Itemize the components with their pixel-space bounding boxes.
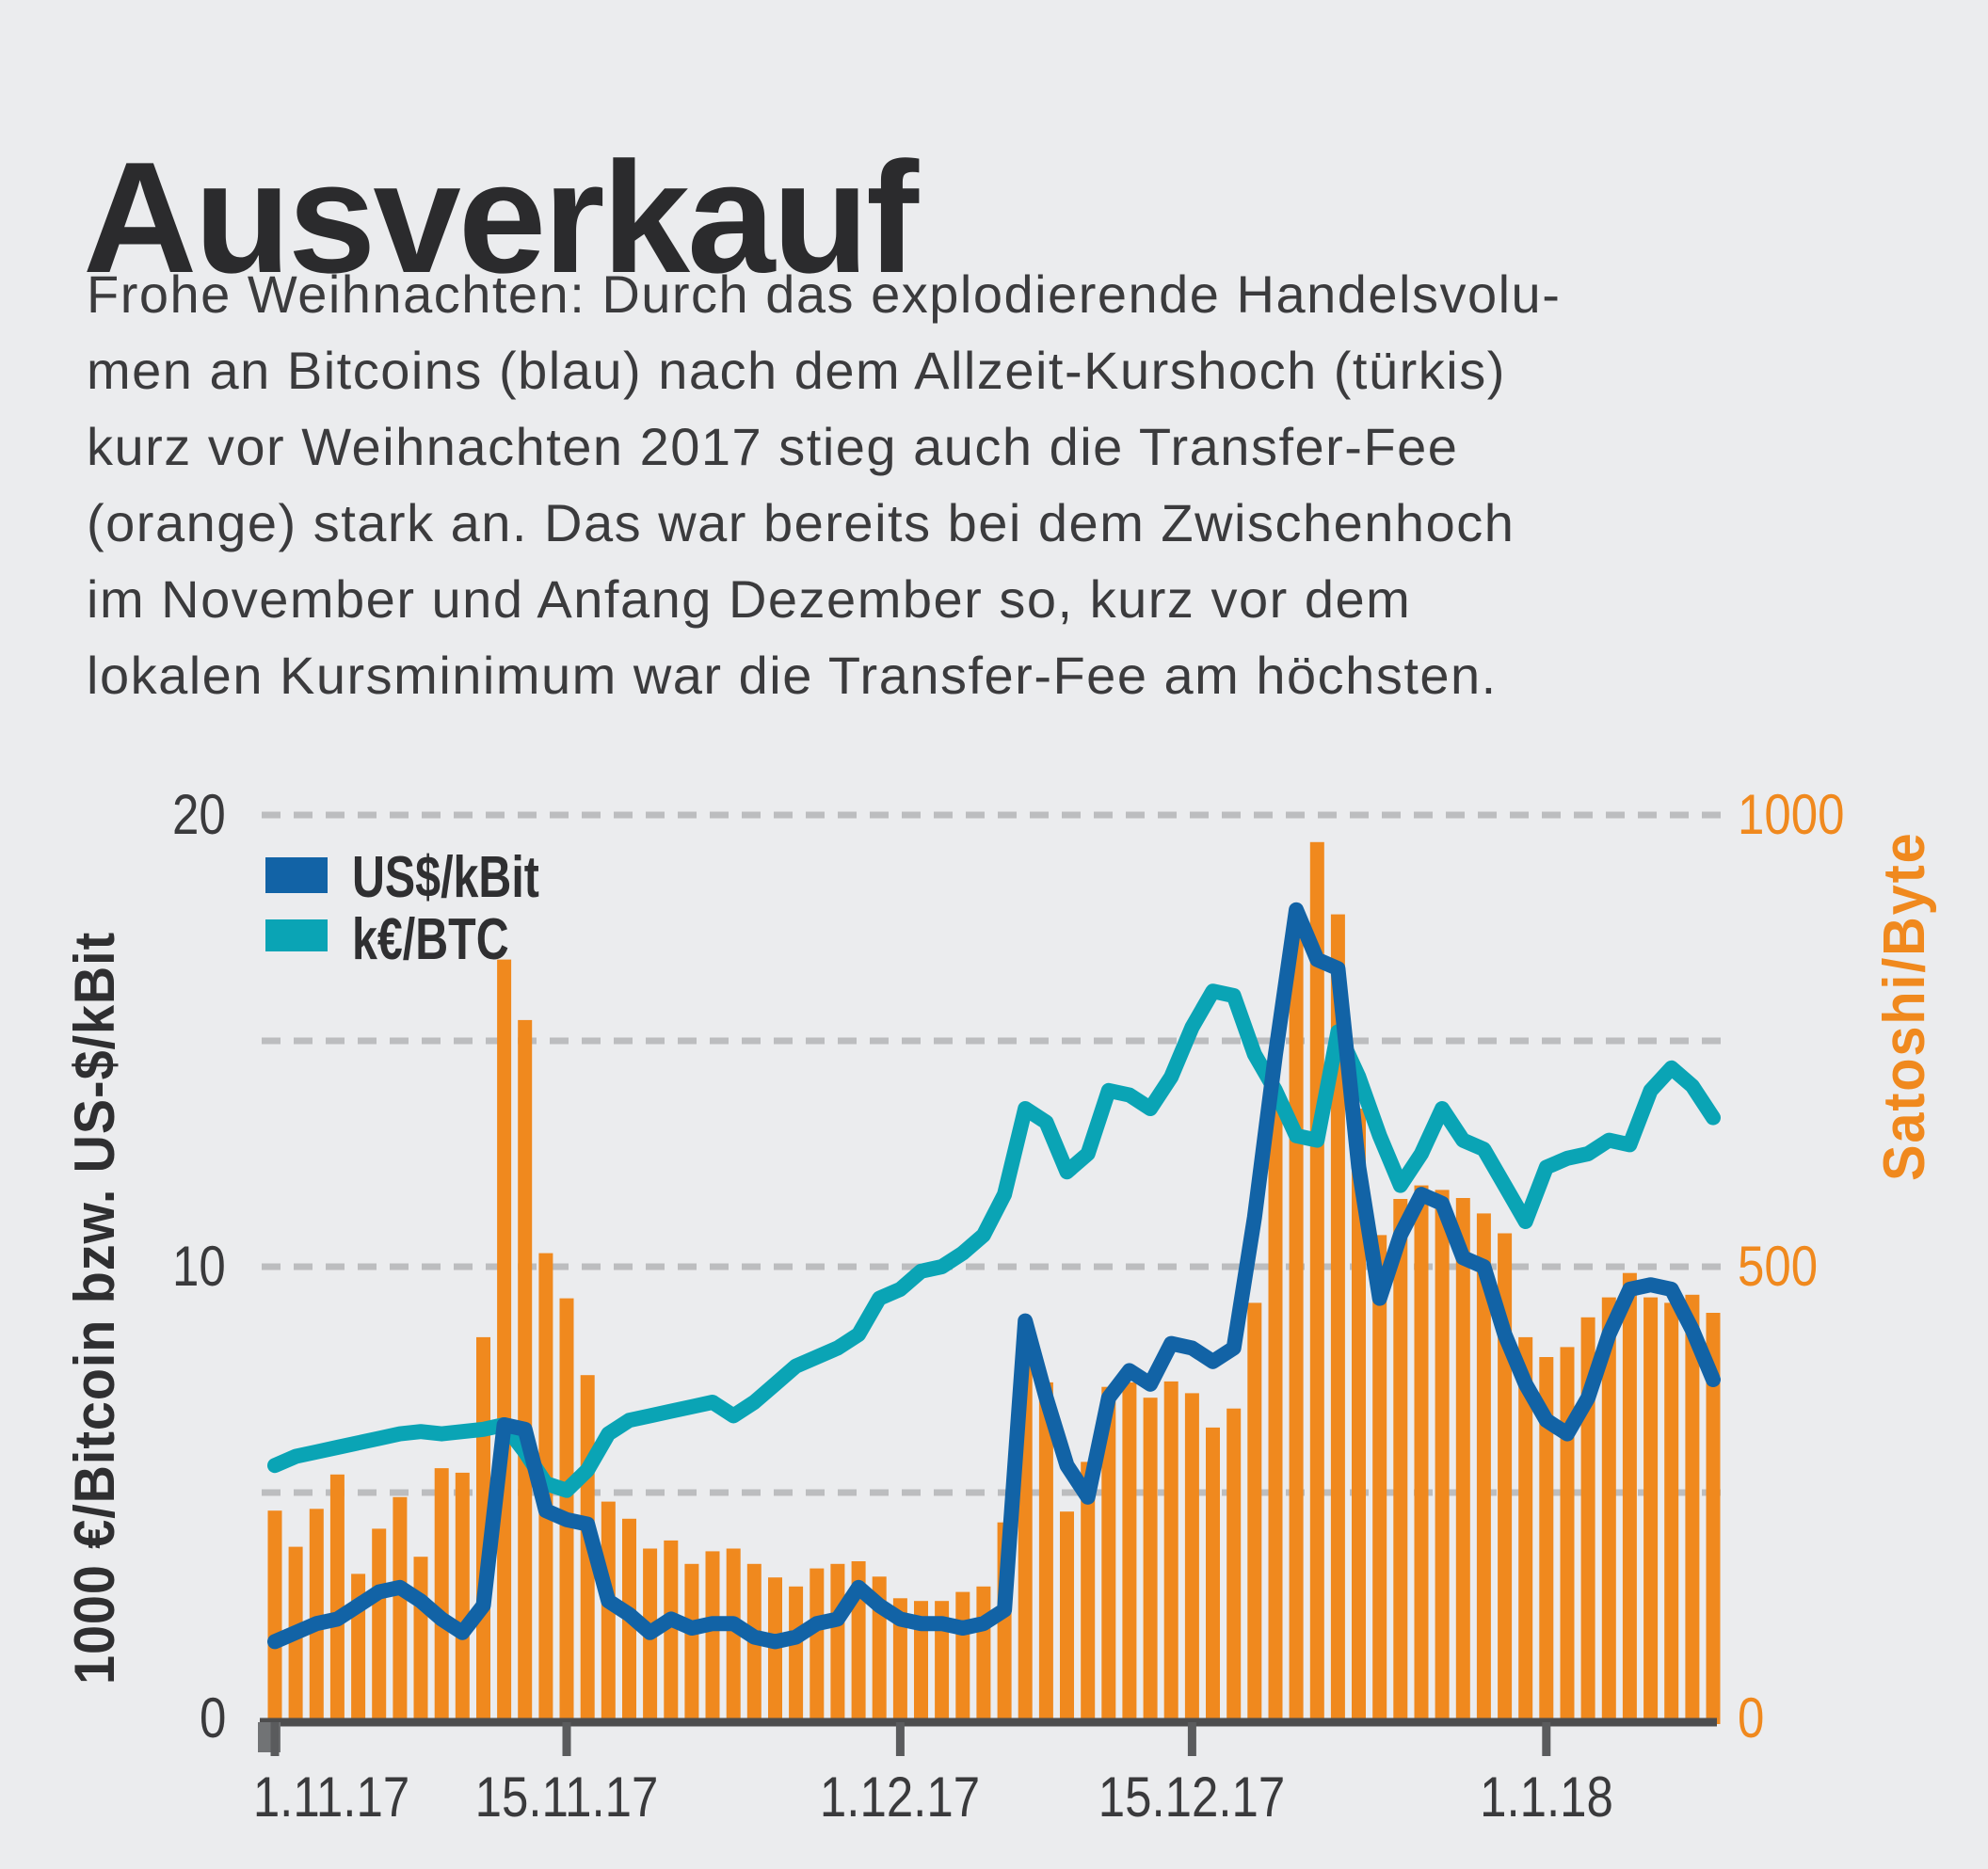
fee-bar bbox=[267, 1510, 282, 1724]
page-title: Ausverkauf bbox=[83, 128, 919, 306]
fee-bar bbox=[976, 1586, 991, 1724]
fee-bar bbox=[1268, 1109, 1283, 1724]
legend-label-usd: US$/kBit bbox=[352, 845, 539, 910]
right-axis-tick-1000: 1000 bbox=[1738, 783, 1845, 846]
fee-bar bbox=[1539, 1357, 1554, 1724]
fee-bar bbox=[1580, 1317, 1595, 1724]
right-axis-title: Satoshi/Byte bbox=[1872, 831, 1937, 1181]
right-axis-tick-500: 500 bbox=[1738, 1235, 1819, 1298]
fee-bar bbox=[1560, 1347, 1575, 1724]
fee-bar bbox=[1330, 914, 1345, 1724]
fee-bar bbox=[1476, 1213, 1491, 1724]
description-line-6: lokalen Kursminimum war die Transfer-Fee… bbox=[87, 646, 1498, 705]
fee-bar bbox=[372, 1528, 387, 1724]
fee-bar bbox=[768, 1577, 782, 1724]
fee-bar bbox=[892, 1598, 907, 1724]
x-tick-mark bbox=[562, 1722, 571, 1756]
fee-bar bbox=[1455, 1198, 1470, 1724]
legend-swatch-usd bbox=[265, 857, 328, 893]
fee-bar bbox=[684, 1563, 699, 1724]
x-tick-label: 1.12.17 bbox=[820, 1765, 981, 1829]
fee-bar bbox=[1038, 1382, 1053, 1724]
fee-bar bbox=[497, 959, 512, 1724]
fee-bar bbox=[1352, 1109, 1366, 1724]
fee-bar bbox=[518, 1019, 533, 1724]
description-line-1: Frohe Weihnachten: Durch das explodieren… bbox=[87, 264, 1562, 324]
x-tick-label: 1.1.18 bbox=[1479, 1765, 1613, 1829]
fee-bar bbox=[329, 1474, 345, 1724]
chart-description: Frohe Weihnachten: Durch das explodieren… bbox=[87, 256, 1561, 713]
right-axis-tick-0: 0 bbox=[1738, 1686, 1765, 1749]
description-line-4: (orange) stark an. Das war bereits bei d… bbox=[87, 493, 1515, 552]
fee-bar bbox=[1414, 1185, 1429, 1724]
fee-bar bbox=[1685, 1294, 1700, 1724]
fee-bar bbox=[455, 1472, 470, 1724]
fee-bar bbox=[393, 1496, 408, 1724]
left-axis-title: 1000 €/Bitcoin bzw. US-$/kBit bbox=[63, 931, 126, 1685]
fee-bar bbox=[914, 1601, 928, 1724]
fee-bar bbox=[1184, 1393, 1199, 1724]
description-line-5: im November und Anfang Dezember so, kurz… bbox=[87, 569, 1412, 629]
x-tick-mark bbox=[1542, 1722, 1551, 1756]
fee-bar bbox=[1122, 1382, 1137, 1724]
fee-bar bbox=[1289, 914, 1304, 1724]
legend-label-eur: k€/BTC bbox=[352, 907, 509, 972]
fee-bar bbox=[559, 1298, 574, 1724]
x-tick-mark bbox=[895, 1722, 905, 1756]
fee-bar bbox=[1518, 1336, 1533, 1724]
fee-bar bbox=[1706, 1313, 1721, 1724]
fee-bar bbox=[1309, 841, 1324, 1724]
usd-kbit-line bbox=[267, 902, 1721, 1650]
fee-bar bbox=[1372, 1235, 1387, 1724]
fee-bar bbox=[1435, 1190, 1450, 1724]
fee-bar bbox=[789, 1586, 804, 1724]
legend-swatch-eur bbox=[265, 919, 328, 951]
fee-bar bbox=[1664, 1302, 1679, 1724]
fee-bar bbox=[1393, 1199, 1408, 1724]
fee-bar bbox=[1060, 1511, 1074, 1724]
fee-bar bbox=[413, 1557, 428, 1724]
fee-bar bbox=[1247, 1302, 1262, 1724]
x-tick-mark bbox=[1187, 1722, 1196, 1756]
left-axis-tick-20: 20 bbox=[172, 783, 226, 846]
fee-bar bbox=[664, 1540, 679, 1724]
x-tick-label: 1.11.17 bbox=[252, 1765, 410, 1829]
fee-bar bbox=[601, 1501, 616, 1724]
fee-bar bbox=[705, 1551, 720, 1724]
fee-bar bbox=[830, 1563, 845, 1724]
x-tick-label: 15.11.17 bbox=[474, 1765, 659, 1829]
fee-bar bbox=[434, 1468, 449, 1724]
left-axis-tick-0: 0 bbox=[199, 1686, 226, 1749]
fee-bar bbox=[1206, 1427, 1220, 1724]
x-tick-label: 15.12.17 bbox=[1098, 1765, 1286, 1829]
fee-bar bbox=[1601, 1297, 1616, 1724]
fee-bar bbox=[955, 1591, 970, 1724]
fee-bar bbox=[1143, 1398, 1158, 1724]
fee-bar bbox=[1163, 1381, 1178, 1724]
left-axis-tick-10: 10 bbox=[172, 1235, 226, 1298]
description-line-2: men an Bitcoins (blau) nach dem Allzeit-… bbox=[87, 341, 1506, 400]
fee-bar bbox=[1622, 1272, 1637, 1724]
eur-btc-line bbox=[267, 983, 1721, 1498]
description-line-3: kurz vor Weihnachten 2017 stieg auch die… bbox=[87, 417, 1459, 476]
x-tick-mark bbox=[270, 1722, 280, 1756]
fee-bar bbox=[1226, 1408, 1242, 1724]
fee-bar bbox=[1101, 1386, 1116, 1724]
fee-bar bbox=[726, 1548, 741, 1724]
fee-bar bbox=[1643, 1297, 1659, 1724]
fee-bar bbox=[810, 1568, 825, 1724]
fee-bar bbox=[1081, 1462, 1096, 1724]
